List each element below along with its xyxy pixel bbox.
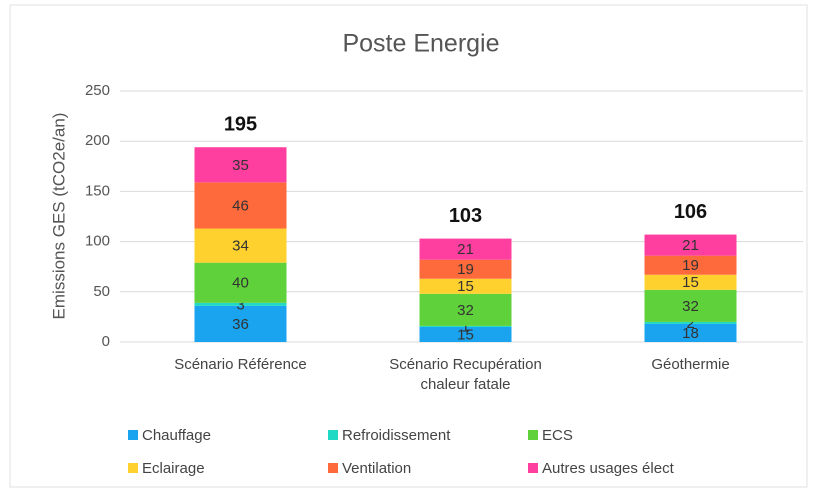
total-label: 106 (674, 201, 707, 223)
bar-segment (194, 228, 287, 263)
bar-segment (194, 182, 287, 229)
legend-swatch (528, 430, 538, 440)
legend-label: ECS (542, 427, 573, 444)
bar-segment (419, 293, 512, 326)
value-label: 1 (461, 318, 469, 335)
legend-label: Ventilation (342, 460, 411, 477)
y-axis-label: Emissions GES (tCO2e/an) (49, 113, 68, 320)
value-label: 15 (457, 326, 474, 343)
value-label: 2 (686, 315, 694, 332)
legend-swatch (328, 430, 338, 440)
y-tick-label: 250 (85, 82, 110, 99)
bar-segment (419, 278, 512, 294)
y-tick-label: 50 (93, 283, 110, 300)
x-tick-label: Scénario Référence (174, 356, 307, 373)
legend-label: Eclairage (142, 460, 205, 477)
legend-label: Chauffage (142, 427, 211, 444)
legend-label: Autres usages élect (542, 460, 675, 477)
bar-segment (644, 234, 737, 256)
bar-segment (419, 326, 512, 342)
bar-segment (419, 259, 512, 279)
total-label: 195 (224, 114, 257, 136)
legend-swatch (128, 430, 138, 440)
value-label: 19 (682, 257, 699, 274)
bar-segment (644, 255, 737, 275)
value-label: 46 (232, 197, 249, 214)
bar-segment (194, 147, 287, 183)
value-label: 15 (457, 278, 474, 295)
value-label: 21 (457, 241, 474, 258)
bar-segment (194, 302, 287, 306)
legend-label: Refroidissement (342, 427, 451, 444)
y-tick-label: 100 (85, 233, 110, 250)
value-label: 34 (232, 238, 249, 255)
x-tick-label: Scénario Recupération chaleur fatale (389, 356, 542, 393)
value-label: 35 (232, 157, 249, 174)
y-tick-label: 0 (102, 333, 110, 350)
value-label: 32 (682, 298, 699, 315)
value-label: 36 (232, 316, 249, 333)
value-label: 32 (457, 302, 474, 319)
legend-swatch (528, 463, 538, 473)
legend-swatch (328, 463, 338, 473)
value-label: 18 (682, 325, 699, 342)
bar-segment (194, 262, 287, 303)
y-tick-label: 200 (85, 132, 110, 149)
x-tick-label: Géothermie (651, 356, 730, 373)
value-label: 40 (232, 275, 249, 292)
y-tick-label: 150 (85, 182, 110, 199)
value-label: 21 (682, 237, 699, 254)
bar-segment (419, 238, 512, 260)
bar-segment (194, 305, 287, 342)
total-label: 103 (449, 205, 482, 227)
bar-segment (644, 289, 737, 322)
bar-segment (419, 325, 512, 327)
value-label: 15 (682, 274, 699, 291)
legend-swatch (128, 463, 138, 473)
value-label: 19 (457, 261, 474, 278)
bar-segment (644, 323, 737, 342)
bar-segment (644, 321, 737, 324)
bar-segment (644, 274, 737, 290)
chart-title: Poste Energie (342, 30, 499, 58)
value-label: 3 (236, 296, 244, 313)
